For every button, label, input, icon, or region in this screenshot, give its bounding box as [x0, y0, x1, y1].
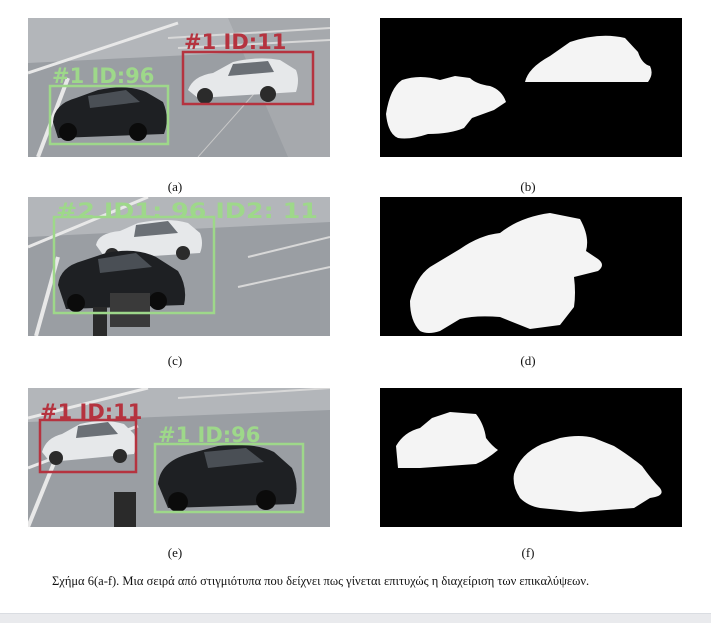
- panel-f-foreground-mask: [380, 388, 682, 527]
- figure-caption: Σχήμα 6(a-f). Μια σειρά από στιγμιότυπα …: [52, 574, 590, 588]
- track-label: #1 ID:96: [158, 423, 260, 447]
- track-label: #1 ID:11: [184, 30, 286, 54]
- subfigure-label-b: (b): [520, 179, 536, 194]
- mask-blob: [525, 35, 652, 82]
- bbox-green: [48, 84, 170, 146]
- white-car: [188, 58, 298, 104]
- bbox-green: [153, 442, 305, 514]
- bbox-green: [52, 215, 216, 315]
- black-car: [58, 250, 186, 312]
- subfigure-label-f: (f): [521, 545, 535, 560]
- mask-blob: [513, 436, 662, 512]
- black-car: [158, 444, 297, 512]
- traffic-light: [93, 307, 107, 336]
- panel-b-foreground-mask: [380, 18, 682, 157]
- bbox-red: [181, 50, 315, 106]
- subfigure-label-e: (e): [167, 545, 183, 560]
- track-label: #2 ID1: 96 ID2: 11: [56, 199, 318, 223]
- panel-d-foreground-mask: [380, 197, 682, 336]
- subfigure-label-c: (c): [167, 353, 183, 368]
- panel-c-video-frame: #2 ID1: 96 ID2: 11: [28, 197, 330, 336]
- mask-blob: [396, 412, 498, 468]
- white-car: [42, 421, 136, 465]
- mask-blob: [386, 76, 506, 139]
- panel-e-video-frame: #1 ID:11 #1 ID:96: [28, 388, 330, 527]
- page-footer-strip: [0, 613, 711, 623]
- mask-blob: [410, 213, 602, 333]
- subfigure-label-a: (a): [167, 179, 183, 194]
- subfigure-label-d: (d): [520, 353, 536, 368]
- track-label: #1 ID:96: [52, 64, 154, 88]
- track-label: #1 ID:11: [40, 400, 142, 424]
- traffic-light: [114, 492, 136, 527]
- black-car: [53, 87, 167, 141]
- panel-a-video-frame: #1 ID:11 #1 ID:96: [28, 18, 330, 157]
- bbox-red: [38, 418, 138, 474]
